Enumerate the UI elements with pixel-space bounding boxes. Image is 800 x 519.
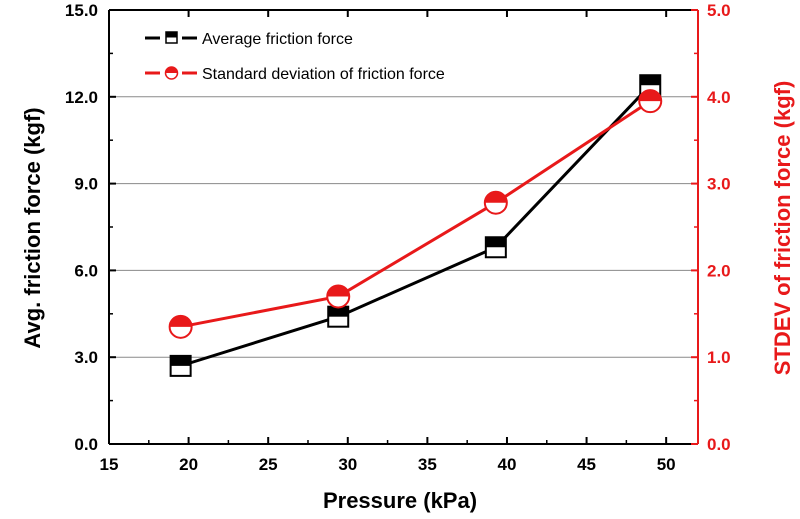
stdev-marker-fill-3 <box>639 90 662 102</box>
x-tick-label-3: 30 <box>338 455 357 474</box>
stdev-point-3 <box>638 89 663 114</box>
stdev-marker-fill-2 <box>484 191 507 203</box>
avg-point-2 <box>484 236 507 259</box>
series-layer <box>168 74 663 377</box>
y-tick-label-0: 0.0 <box>74 435 98 454</box>
stdev-marker-fill-0 <box>169 315 192 327</box>
y2-tick-label-5: 5.0 <box>707 1 731 20</box>
legend-label-stdev: Standard deviation of friction force <box>202 66 445 83</box>
tick-layer: 15 20 25 30 35 40 45 50 0.0 3.0 6.0 9.0 12.0 15.0 0.0 1… <box>65 1 731 474</box>
y2-tick-label-4: 4.0 <box>707 88 731 107</box>
series-stdev-line <box>180 99 652 329</box>
avg-marker-fill-2 <box>485 237 506 248</box>
avg-point-1 <box>327 305 350 328</box>
y-tick-label-4: 12.0 <box>65 88 98 107</box>
y-tick-label-1: 3.0 <box>74 348 98 367</box>
stdev-point-0 <box>168 314 193 339</box>
x-tick-label-5: 40 <box>498 455 517 474</box>
x-tick-label-6: 45 <box>577 455 596 474</box>
y-tick-label-2: 6.0 <box>74 261 98 280</box>
avg-marker-fill-1 <box>328 306 349 317</box>
y2-tick-label-2: 2.0 <box>707 261 731 280</box>
legend: Average friction force Standard deviatio… <box>145 31 445 83</box>
avg-marker-fill-0 <box>170 355 191 366</box>
y2-tick-label-3: 3.0 <box>707 175 731 194</box>
series-avg-line <box>180 84 652 368</box>
x-tick-label-7: 50 <box>657 455 676 474</box>
legend-marker-stdev-fill <box>165 67 178 73</box>
y2-tick-label-0: 0.0 <box>707 435 731 454</box>
x-tick-label-2: 25 <box>259 455 278 474</box>
x-tick-label-1: 20 <box>179 455 198 474</box>
stdev-marker-fill-1 <box>327 285 350 297</box>
y2-tick-label-1: 1.0 <box>707 348 731 367</box>
x-axis-title: Pressure (kPa) <box>323 488 477 513</box>
avg-point-0 <box>169 354 192 377</box>
x-tick-label-4: 35 <box>418 455 437 474</box>
gridlines <box>109 96 698 358</box>
stdev-point-2 <box>483 190 508 215</box>
legend-marker-avg-fill <box>166 32 177 38</box>
y-axis-title: Avg. friction force (kgf) <box>20 107 45 348</box>
y-tick-label-3: 9.0 <box>74 175 98 194</box>
legend-label-avg: Average friction force <box>202 31 353 48</box>
stdev-point-1 <box>326 284 351 309</box>
x-tick-label-0: 15 <box>100 455 119 474</box>
y2-axis-title: STDEV of friction force (kgf) <box>770 81 795 376</box>
y-tick-label-5: 15.0 <box>65 1 98 20</box>
avg-marker-fill-3 <box>640 75 661 86</box>
